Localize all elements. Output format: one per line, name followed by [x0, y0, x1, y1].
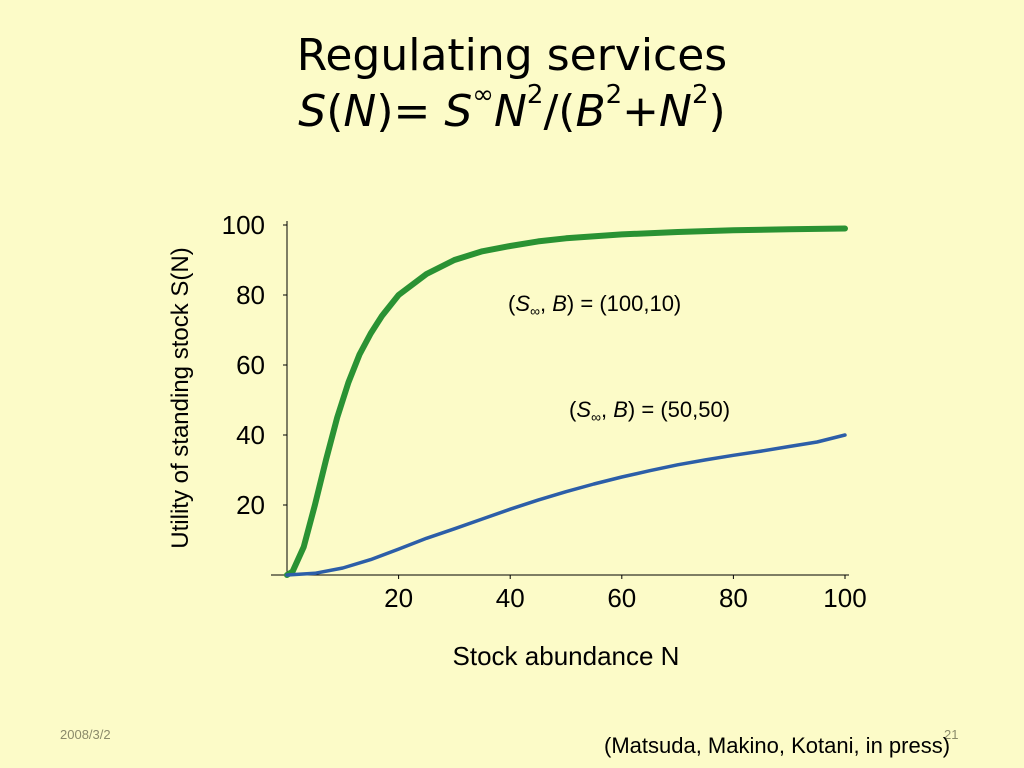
y-tick-label: 100	[222, 210, 265, 240]
annotation-green-comma: ,	[540, 291, 552, 316]
annotation-green-b: B	[552, 291, 567, 316]
annotation-blue-open: (	[569, 397, 577, 422]
page-number: 21	[944, 727, 959, 742]
chart-series	[284, 225, 848, 578]
annotation-green-sub: ∞	[530, 303, 540, 319]
x-axis-label: Stock abundance N	[453, 641, 680, 671]
formula-end: )	[708, 86, 726, 137]
formula-square-b: 2	[605, 80, 623, 110]
chart-ticks: 20 40 60 80 100 20 40 60 80 100	[222, 210, 867, 613]
annotation-blue-s: S	[576, 397, 591, 422]
title-formula: S(N)= S∞N2/(B2+N2)	[0, 82, 1024, 140]
formula-n3: N	[659, 86, 692, 137]
x-tick-label: 20	[384, 583, 413, 613]
formula-open: (	[326, 86, 344, 137]
formula-square: 2	[526, 80, 544, 110]
annotation-blue-b: B	[613, 397, 628, 422]
formula-s: S	[298, 86, 327, 137]
formula-n2: N	[493, 86, 527, 137]
formula-close-eq: )=	[376, 86, 445, 137]
series-line-blue	[285, 433, 847, 577]
formula-infinity: ∞	[472, 80, 494, 110]
title-line: Regulating services	[296, 30, 728, 81]
annotation-blue-comma: ,	[601, 397, 613, 422]
x-tick-label: 60	[607, 583, 636, 613]
y-axis-label: Utility of standing stock S(N)	[167, 247, 194, 548]
formula-n: N	[343, 86, 377, 137]
y-tick-label: 80	[236, 280, 265, 310]
series-line-green	[284, 225, 848, 578]
annotation-green-value: ) = (100,10)	[567, 291, 681, 316]
annotation-blue: (S∞, B) = (50,50)	[569, 397, 730, 425]
annotation-green: (S∞, B) = (100,10)	[508, 291, 681, 319]
annotation-blue-sub: ∞	[591, 409, 601, 425]
formula-square-n: 2	[691, 80, 709, 110]
citation: (Matsuda, Makino, Kotani, in press)	[604, 733, 951, 758]
formula-s-inf: S	[444, 86, 473, 137]
y-tick-label: 20	[236, 490, 265, 520]
x-tick-label: 100	[823, 583, 866, 613]
y-tick-label: 60	[236, 350, 265, 380]
formula-b: B	[575, 86, 606, 137]
annotation-blue-value: ) = (50,50)	[628, 397, 730, 422]
x-tick-label: 80	[719, 583, 748, 613]
formula-divide: /(	[543, 86, 576, 137]
y-tick-label: 40	[236, 420, 265, 450]
footer-date: 2008/3/2	[60, 727, 111, 742]
annotation-green-s: S	[515, 291, 530, 316]
formula-plus: +	[622, 86, 660, 137]
x-tick-label: 40	[496, 583, 525, 613]
slide-title: Regulating services S(N)= S∞N2/(B2+N2)	[0, 28, 1024, 140]
annotation-green-open: (	[508, 291, 516, 316]
chart-axes	[271, 221, 849, 576]
